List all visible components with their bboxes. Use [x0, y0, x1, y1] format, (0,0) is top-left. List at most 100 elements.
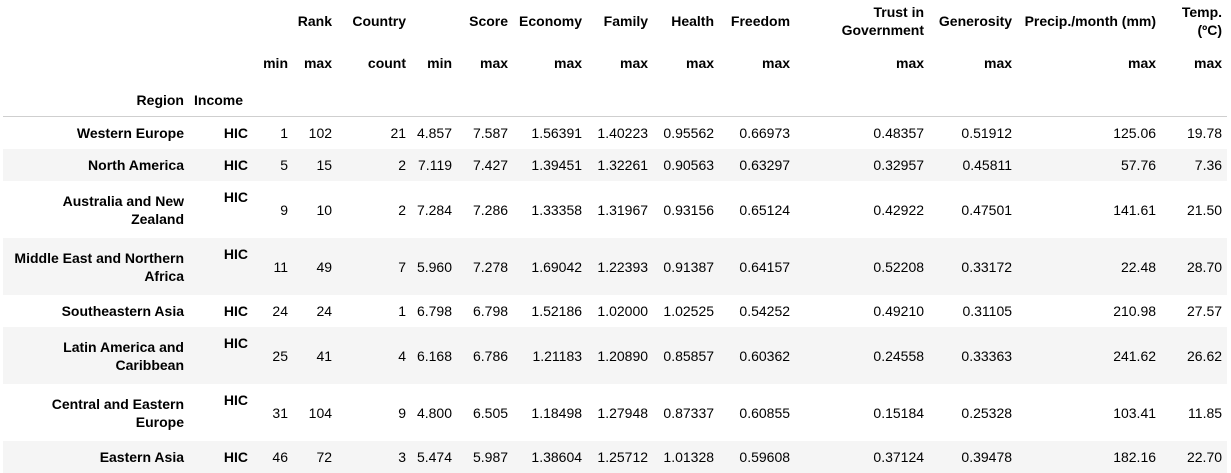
table-cell: 26.62 [1161, 327, 1227, 384]
table-cell: 1.21183 [513, 327, 587, 384]
table-cell: 0.39478 [929, 441, 1017, 473]
table-cell: 25 [253, 327, 293, 384]
table-cell: 4.800 [411, 384, 457, 441]
header-health: Health [653, 0, 719, 42]
header-rank: Rank [253, 0, 337, 42]
row-region: Latin America and Caribbean [3, 327, 189, 384]
table-cell: 210.98 [1017, 295, 1161, 327]
table-cell: 0.42922 [795, 181, 929, 238]
table-cell: 5.474 [411, 441, 457, 473]
table-cell: 0.93156 [653, 181, 719, 238]
header-temp: Temp. (ºC) [1161, 0, 1227, 42]
table-cell: 27.57 [1161, 295, 1227, 327]
table-cell: 0.37124 [795, 441, 929, 473]
table-cell: 5 [253, 149, 293, 181]
region-summary-table: Rank Country Score Economy Family Health… [3, 0, 1227, 473]
row-region: Western Europe [3, 117, 189, 150]
row-region: Eastern Asia [3, 441, 189, 473]
table-cell: 11.85 [1161, 384, 1227, 441]
stat-label: max [293, 42, 337, 84]
table-cell: 1.38604 [513, 441, 587, 473]
table-cell: 0.60855 [719, 384, 795, 441]
table-cell: 7.119 [411, 149, 457, 181]
table-cell: 4.857 [411, 117, 457, 150]
row-income: HIC [189, 149, 253, 181]
table-cell: 24 [293, 295, 337, 327]
table-cell: 24 [253, 295, 293, 327]
table-cell: 0.59608 [719, 441, 795, 473]
table-cell: 21 [337, 117, 411, 150]
table-cell: 0.65124 [719, 181, 795, 238]
row-income: HIC [189, 441, 253, 473]
stat-label: max [795, 42, 929, 84]
header-index-row: Region Income [3, 84, 1227, 117]
row-region: Central and Eastern Europe [3, 384, 189, 441]
stat-label: count [337, 42, 411, 84]
table-cell: 0.15184 [795, 384, 929, 441]
stat-label: max [653, 42, 719, 84]
table-cell: 1.52186 [513, 295, 587, 327]
table-cell: 1.69042 [513, 238, 587, 295]
table-cell: 9 [337, 384, 411, 441]
table-cell: 0.31105 [929, 295, 1017, 327]
header-score: Score [411, 0, 513, 42]
table-cell: 15 [293, 149, 337, 181]
row-region: Middle East and Northern Africa [3, 238, 189, 295]
row-income: HIC [189, 238, 253, 295]
table-cell: 0.24558 [795, 327, 929, 384]
table-cell: 1.22393 [587, 238, 653, 295]
table-cell: 0.25328 [929, 384, 1017, 441]
table-cell: 1.39451 [513, 149, 587, 181]
table-cell: 1.56391 [513, 117, 587, 150]
table-cell: 1.20890 [587, 327, 653, 384]
table-cell: 1.02000 [587, 295, 653, 327]
table-cell: 21.50 [1161, 181, 1227, 238]
table-cell: 0.60362 [719, 327, 795, 384]
table-cell: 104 [293, 384, 337, 441]
table-cell: 46 [253, 441, 293, 473]
table-cell: 57.76 [1017, 149, 1161, 181]
row-income: HIC [189, 181, 253, 238]
table-cell: 49 [293, 238, 337, 295]
table-cell: 41 [293, 327, 337, 384]
table-cell: 0.33363 [929, 327, 1017, 384]
table-cell: 4 [337, 327, 411, 384]
table-cell: 2 [337, 149, 411, 181]
stat-label: max [513, 42, 587, 84]
table-cell: 5.987 [457, 441, 513, 473]
table-cell: 0.63297 [719, 149, 795, 181]
index-name-region: Region [3, 84, 189, 117]
header-family: Family [587, 0, 653, 42]
stat-label: min [411, 42, 457, 84]
table-cell: 125.06 [1017, 117, 1161, 150]
table-cell: 0.49210 [795, 295, 929, 327]
table-cell: 7.427 [457, 149, 513, 181]
table-cell: 3 [337, 441, 411, 473]
table-cell: 5.960 [411, 238, 457, 295]
header-generosity: Generosity [929, 0, 1017, 42]
row-region: North America [3, 149, 189, 181]
row-income: HIC [189, 384, 253, 441]
table-cell: 31 [253, 384, 293, 441]
table-cell: 22.70 [1161, 441, 1227, 473]
table-cell: 0.33172 [929, 238, 1017, 295]
table-cell: 6.798 [411, 295, 457, 327]
row-income: HIC [189, 327, 253, 384]
table-cell: 0.64157 [719, 238, 795, 295]
row-income: HIC [189, 295, 253, 327]
header-economy: Economy [513, 0, 587, 42]
table-cell: 19.78 [1161, 117, 1227, 150]
table-cell: 7.36 [1161, 149, 1227, 181]
table-cell: 22.48 [1017, 238, 1161, 295]
row-region: Southeastern Asia [3, 295, 189, 327]
row-income: HIC [189, 117, 253, 150]
index-name-income: Income [189, 84, 253, 117]
header-stat-row: min max count min max max max max max ma… [3, 42, 1227, 84]
